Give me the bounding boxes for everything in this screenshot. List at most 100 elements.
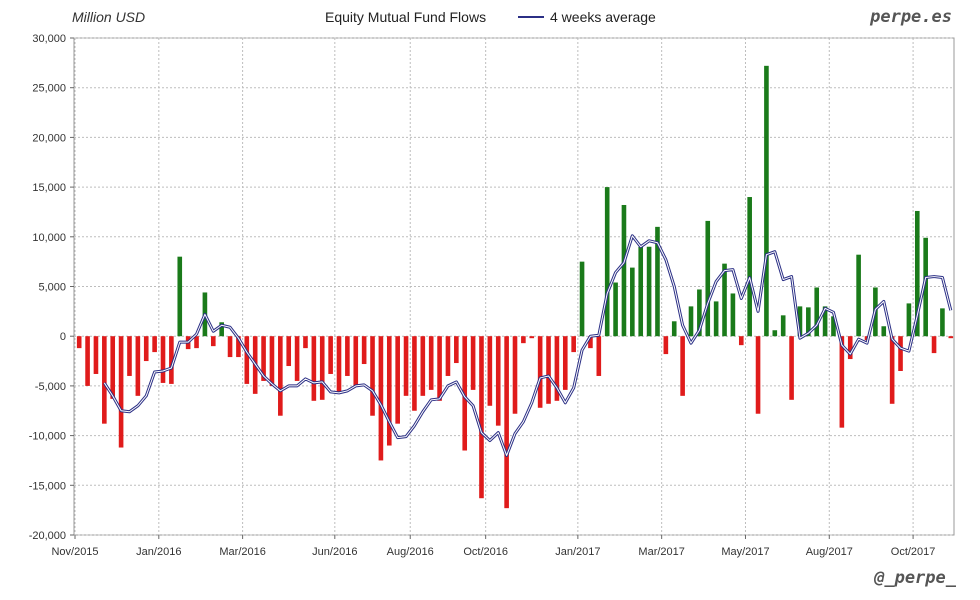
flow-bar bbox=[210, 336, 216, 347]
flow-bar bbox=[244, 336, 250, 384]
flow-bar bbox=[613, 282, 618, 337]
flow-bar bbox=[236, 336, 241, 358]
flow-bar bbox=[948, 336, 954, 339]
flow-bar bbox=[680, 336, 685, 396]
flow-bar bbox=[194, 336, 199, 349]
flow-bar bbox=[546, 336, 551, 404]
flow-bar bbox=[445, 336, 451, 376]
flow-bar bbox=[705, 220, 711, 337]
average-line-highlight bbox=[103, 235, 952, 456]
y-tick-label: -5,000 bbox=[35, 381, 66, 393]
flow-bar bbox=[311, 336, 317, 401]
x-tick-label: May/2017 bbox=[721, 546, 769, 558]
flow-bar bbox=[135, 336, 141, 396]
flow-bar bbox=[621, 204, 627, 337]
flow-bar bbox=[537, 336, 543, 408]
flow-bar bbox=[747, 197, 752, 337]
x-tick-label: Aug/2016 bbox=[387, 546, 434, 558]
flow-bar bbox=[319, 336, 325, 400]
flow-bar bbox=[764, 65, 769, 337]
flow-bar bbox=[504, 336, 509, 509]
author-handle: @_perpe_ bbox=[874, 568, 956, 588]
x-tick-label: Nov/2015 bbox=[51, 546, 98, 558]
flow-bar bbox=[353, 336, 359, 386]
flow-bar bbox=[412, 336, 417, 411]
flow-bar bbox=[898, 336, 903, 371]
flow-bar bbox=[110, 336, 116, 399]
flow-bar bbox=[428, 336, 434, 390]
flow-bar bbox=[789, 336, 794, 400]
flow-bar bbox=[806, 307, 811, 337]
flow-bar bbox=[822, 306, 828, 337]
flow-bar bbox=[630, 267, 635, 337]
flow-bar bbox=[713, 301, 719, 337]
flow-bar bbox=[420, 336, 426, 396]
flow-bar bbox=[831, 316, 836, 337]
flow-bar bbox=[755, 336, 761, 414]
y-tick-label: -20,000 bbox=[29, 530, 66, 542]
flow-bar bbox=[738, 336, 744, 346]
flow-bar bbox=[454, 336, 459, 364]
flow-bar bbox=[177, 256, 183, 337]
flow-bar bbox=[345, 336, 350, 376]
x-tick-label: Jan/2017 bbox=[555, 546, 600, 558]
flow-bar bbox=[328, 336, 333, 374]
flow-bar bbox=[529, 336, 535, 339]
flow-bar bbox=[361, 336, 367, 365]
flow-bar bbox=[638, 246, 644, 337]
flow-bar bbox=[487, 336, 493, 406]
flow-bar bbox=[923, 237, 928, 337]
x-tick-label: Oct/2017 bbox=[891, 546, 936, 558]
flow-bar bbox=[437, 336, 442, 401]
flow-bar bbox=[655, 226, 660, 337]
flow-bar bbox=[261, 336, 266, 381]
flow-bar bbox=[169, 336, 174, 384]
y-tick-label: 25,000 bbox=[32, 83, 66, 95]
flow-bar bbox=[386, 336, 392, 446]
flow-bar bbox=[688, 306, 694, 337]
flow-bar bbox=[646, 246, 652, 337]
flow-bar bbox=[914, 210, 920, 337]
chart-title: Equity Mutual Fund Flows bbox=[325, 9, 487, 25]
flow-bar bbox=[671, 321, 677, 337]
flow-bar bbox=[604, 187, 610, 337]
y-tick-label: 0 bbox=[60, 331, 66, 343]
flow-bar bbox=[143, 336, 149, 362]
flow-bar bbox=[336, 336, 342, 394]
flow-bar bbox=[722, 263, 727, 337]
flow-bar bbox=[588, 336, 593, 349]
x-tick-label: Jun/2016 bbox=[312, 546, 357, 558]
flow-bar bbox=[663, 336, 669, 355]
flow-bar bbox=[856, 254, 861, 337]
flow-bar bbox=[579, 261, 585, 337]
flow-bar bbox=[395, 336, 400, 424]
flow-bar bbox=[370, 336, 375, 416]
flow-bar bbox=[219, 322, 224, 337]
x-tick-label: Mar/2017 bbox=[638, 546, 684, 558]
flow-bar bbox=[127, 336, 132, 376]
flow-bar bbox=[294, 336, 300, 381]
flow-bar bbox=[93, 336, 99, 374]
flow-bar bbox=[495, 336, 501, 426]
flow-bar bbox=[931, 336, 937, 354]
flow-bar bbox=[227, 336, 233, 358]
flow-bar bbox=[889, 336, 895, 404]
flow-bar bbox=[814, 287, 820, 337]
flow-bar bbox=[470, 336, 476, 390]
x-tick-label: Oct/2016 bbox=[463, 546, 508, 558]
flow-bar bbox=[303, 336, 308, 349]
flow-bar bbox=[596, 336, 602, 376]
flow-bar bbox=[85, 336, 90, 386]
flow-bar bbox=[881, 326, 887, 337]
flow-bar bbox=[839, 336, 845, 428]
legend: 4 weeks average bbox=[518, 9, 656, 25]
flow-bar bbox=[160, 336, 166, 383]
y-tick-label: 20,000 bbox=[32, 132, 66, 144]
y-tick-label: 15,000 bbox=[32, 182, 66, 194]
flow-bar bbox=[847, 336, 853, 360]
y-tick-label: 30,000 bbox=[32, 33, 66, 45]
x-tick-label: Aug/2017 bbox=[806, 546, 853, 558]
legend-label: 4 weeks average bbox=[550, 9, 656, 25]
legend-line-swatch bbox=[518, 16, 544, 18]
